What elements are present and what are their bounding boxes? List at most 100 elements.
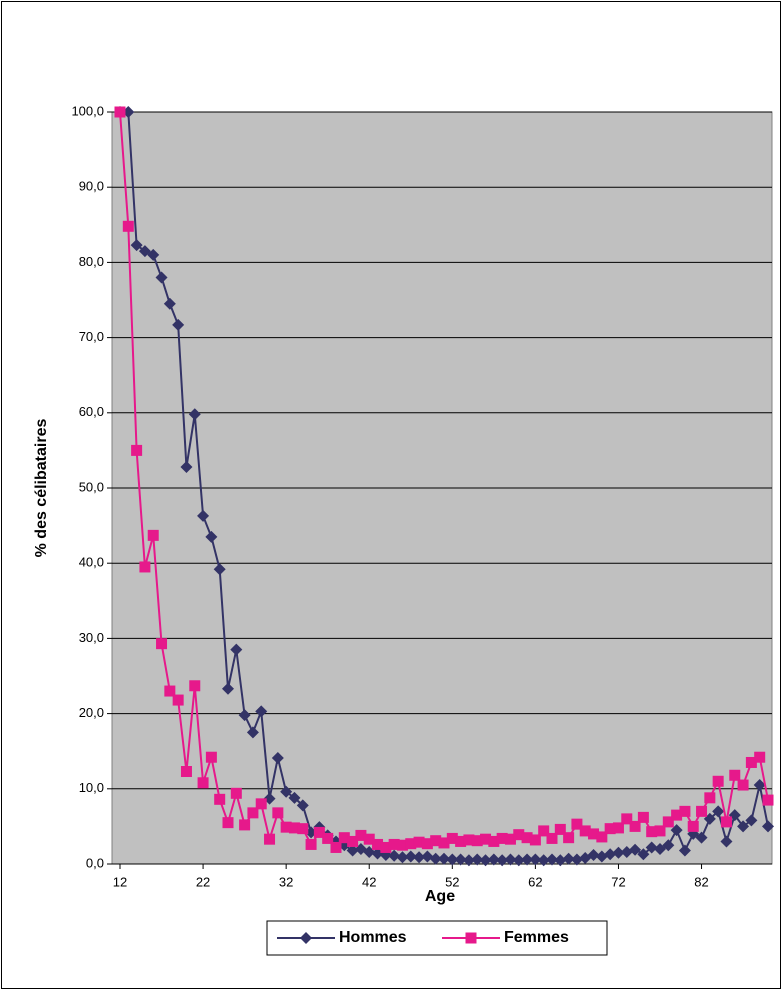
data-point (462, 854, 475, 867)
data-point (338, 832, 350, 844)
data-point (430, 835, 442, 847)
data-point (272, 807, 284, 819)
data-point (654, 825, 666, 837)
data-point (421, 850, 434, 863)
data-point (296, 799, 309, 812)
data-point (637, 811, 649, 823)
legend-marker (465, 932, 477, 944)
data-point (164, 685, 176, 697)
y-tick-label: 90,0 (79, 179, 104, 194)
data-point (405, 838, 417, 850)
data-point (620, 845, 633, 858)
data-point (346, 844, 359, 857)
y-tick-label: 50,0 (79, 479, 104, 494)
data-point (297, 823, 309, 835)
data-point (762, 794, 774, 806)
data-point (480, 833, 492, 845)
data-point (754, 751, 766, 763)
data-point (521, 832, 533, 844)
data-point (512, 854, 525, 867)
data-point (662, 839, 675, 852)
data-point (222, 682, 234, 695)
data-point (496, 854, 509, 867)
data-point (147, 529, 159, 541)
data-point (612, 846, 625, 859)
data-point (230, 787, 242, 799)
data-point (521, 853, 534, 866)
data-point (246, 726, 259, 739)
y-tick-label: 100,0 (71, 103, 104, 118)
data-point (280, 785, 293, 798)
data-point (197, 777, 209, 789)
data-point (587, 848, 600, 861)
data-point (621, 813, 633, 825)
data-point (487, 853, 500, 866)
data-point (745, 814, 758, 827)
data-point (205, 751, 217, 763)
data-point (546, 853, 558, 866)
data-point (745, 756, 757, 768)
y-tick-label: 60,0 (79, 404, 104, 419)
data-point (579, 825, 591, 837)
data-point (471, 853, 484, 866)
data-point (729, 769, 741, 781)
data-point (695, 831, 708, 844)
data-point (188, 408, 201, 421)
y-axis-label: % des célibataires (33, 419, 50, 558)
data-point (720, 816, 732, 828)
data-point (404, 850, 417, 863)
data-point (554, 854, 567, 867)
data-point (155, 271, 168, 284)
x-axis-label: Age (425, 888, 455, 905)
data-point (446, 853, 459, 866)
data-point (596, 831, 608, 843)
data-point (504, 853, 517, 866)
x-tick-label: 12 (113, 874, 127, 889)
data-point (604, 848, 617, 861)
data-point (662, 816, 674, 828)
data-point (247, 807, 259, 819)
data-point (139, 561, 151, 573)
data-point (679, 805, 691, 817)
data-point (322, 832, 334, 844)
data-point (455, 835, 467, 847)
x-tick-label: 52 (445, 874, 459, 889)
data-point (396, 851, 409, 864)
legend-label: Hommes (339, 929, 407, 946)
data-point (629, 820, 641, 832)
data-point (646, 826, 658, 838)
data-point (546, 832, 558, 844)
data-point (163, 297, 176, 310)
x-tick-label: 42 (362, 874, 376, 889)
data-point (214, 793, 226, 805)
data-point (396, 839, 408, 851)
data-point (687, 820, 699, 832)
data-point (213, 563, 226, 576)
data-point (172, 694, 184, 706)
data-point (753, 779, 766, 792)
data-point (678, 844, 691, 857)
data-point (347, 835, 359, 847)
data-point (313, 826, 325, 838)
data-point (438, 837, 450, 849)
x-tick-label: 32 (279, 874, 293, 889)
data-point (288, 791, 301, 804)
data-point (488, 835, 500, 847)
data-point (629, 843, 642, 856)
data-point (363, 833, 375, 845)
data-point (172, 318, 185, 331)
data-point (156, 638, 168, 650)
data-point (413, 851, 426, 864)
y-tick-label: 30,0 (79, 630, 104, 645)
data-point (471, 835, 483, 847)
data-point (264, 833, 276, 845)
y-tick-label: 0,0 (86, 855, 104, 870)
data-point (147, 248, 160, 261)
data-point (654, 842, 666, 855)
x-tick-label: 72 (611, 874, 625, 889)
data-point (637, 848, 650, 861)
data-point (238, 709, 251, 722)
legend-label: Femmes (504, 929, 569, 946)
